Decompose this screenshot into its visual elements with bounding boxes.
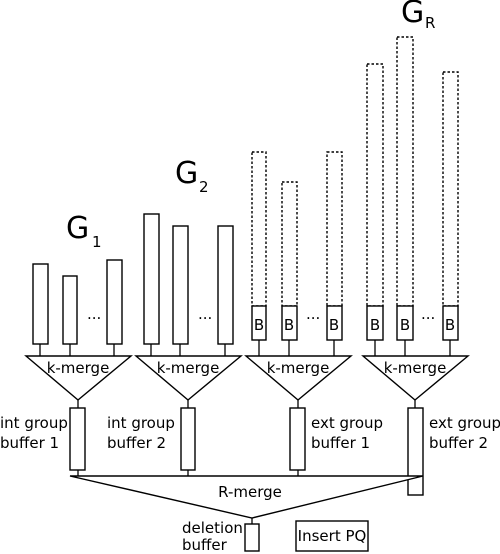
group-3-run-1 [251,151,267,307]
group-r: G R B B ... B k-merge ext group buffer 2 [361,0,500,496]
insert-pq-box [295,520,369,552]
group-1-k-merge [24,355,133,401]
insert-pq-label: Insert PQ [298,527,367,545]
group-1-buffer-label: int group [0,414,68,432]
group-3-run-k [326,151,343,307]
group-2-k-merge-label: k-merge [157,359,220,377]
group-3-buffer-label: ext group [311,414,383,432]
group-1-run-2 [62,275,78,345]
group-3-block-label: B [329,316,339,334]
insert-pq: Insert PQ [295,520,369,552]
group-r-buffer [407,407,424,496]
group-1-title-subscript: 1 [92,233,102,251]
group-1-k-merge-label: k-merge [47,359,110,377]
group-r-run-2 [396,36,414,307]
group-2-title: G [175,156,198,191]
group-2-run-2 [172,225,189,345]
group-1-run-1 [32,263,49,345]
group-1: G 1 ... k-merge int group buffer 1 [0,211,133,471]
group-2-run-k [217,225,234,345]
group-3-k-merge-label: k-merge [267,359,330,377]
group-2-run-1 [143,213,160,345]
deletion-buffer-box [244,523,260,552]
group-1-run-k [106,259,123,345]
group-3-ellipsis: ... [306,305,320,323]
r-merge-label: R-merge [218,483,282,501]
group-3-run-2 [281,181,298,307]
group-3-block-label: B [284,316,294,334]
group-r-block-label: B [370,316,380,334]
group-r-run-k [442,71,459,307]
group-3: B B ... B k-merge ext group buffer 1 [244,151,383,471]
group-2: G 2 ... k-merge int group buffer 2 [107,156,243,471]
group-2-k-merge [134,355,243,401]
group-2-buffer-label: int group [107,414,175,432]
group-3-block-label: B [254,316,264,334]
r-merge: R-merge [69,470,424,524]
group-1-title: G [66,211,89,246]
group-r-title: G [401,0,424,30]
deletion-buffer-label: buffer [182,536,228,554]
group-2-buffer-label: buffer 2 [107,434,166,452]
deletion-buffer: deletion buffer [182,519,260,554]
r-merge-triangle [69,475,424,519]
group-r-title-subscript: R [425,14,435,32]
group-r-k-merge [361,355,470,401]
group-r-block-label: B [400,316,410,334]
group-1-buffer-label: buffer 1 [0,434,59,452]
group-1-ellipsis: ... [87,305,101,323]
group-1-buffer [69,407,86,471]
group-3-buffer-label: buffer 1 [311,434,370,452]
group-r-buffer-label: ext group [429,414,500,432]
group-r-block-label: B [445,316,455,334]
group-2-buffer [180,407,196,471]
group-3-k-merge [244,355,353,401]
group-3-buffer [289,407,306,471]
group-r-ellipsis: ... [421,305,435,323]
group-r-buffer-label: buffer 2 [429,434,488,452]
deletion-buffer-label: deletion [182,519,243,537]
group-2-title-subscript: 2 [199,178,209,196]
group-r-k-merge-label: k-merge [384,359,447,377]
group-r-run-1 [366,63,384,307]
group-2-ellipsis: ... [198,305,212,323]
